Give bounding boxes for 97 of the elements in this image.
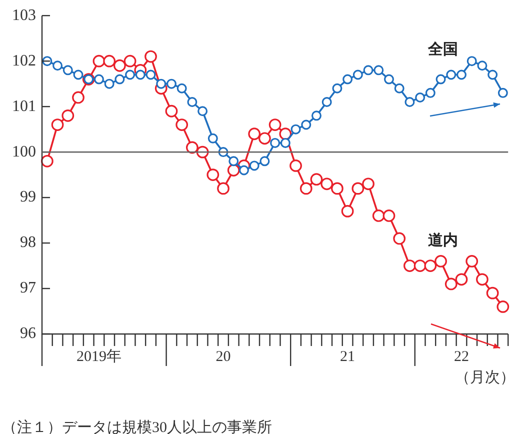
point	[486, 286, 499, 300]
point	[146, 70, 156, 80]
point	[176, 118, 188, 131]
point	[176, 83, 187, 94]
point	[124, 54, 136, 68]
point	[290, 124, 301, 134]
y-tick-label: 97	[20, 280, 36, 297]
point	[455, 273, 468, 286]
point	[113, 59, 126, 72]
point	[166, 78, 176, 89]
series-label: 全国	[426, 40, 458, 58]
point	[414, 260, 426, 272]
point	[92, 54, 106, 68]
point	[322, 97, 332, 108]
y-tick-label: 99	[20, 188, 36, 206]
point	[434, 255, 447, 268]
x-tick-label: 22	[454, 348, 469, 365]
point	[228, 156, 239, 166]
point	[144, 50, 157, 63]
point	[125, 70, 136, 80]
point	[165, 104, 178, 118]
point	[488, 70, 498, 80]
point	[404, 97, 415, 108]
point	[415, 92, 426, 102]
point	[363, 65, 374, 76]
point	[217, 182, 230, 195]
point	[249, 160, 260, 171]
point	[311, 110, 322, 121]
series-label: 道内	[428, 230, 458, 249]
point	[320, 178, 334, 190]
point	[62, 109, 74, 122]
point	[301, 120, 312, 130]
point	[352, 182, 364, 195]
y-tick-label: 101	[12, 98, 36, 115]
point	[331, 182, 344, 195]
point	[40, 154, 54, 168]
point	[498, 88, 508, 98]
x-axis-title: （月次）	[455, 370, 515, 386]
x-tick-label: 2019年	[76, 348, 122, 365]
point	[466, 56, 477, 66]
point	[496, 300, 510, 313]
point	[268, 118, 282, 131]
point	[72, 91, 84, 104]
point	[436, 74, 446, 84]
point	[62, 65, 73, 76]
point	[466, 255, 478, 268]
point	[444, 278, 458, 290]
point	[476, 273, 488, 286]
point	[394, 83, 404, 94]
point	[393, 232, 406, 245]
point	[227, 164, 240, 176]
point	[342, 74, 353, 84]
point	[208, 133, 218, 144]
point	[374, 65, 384, 76]
point	[352, 70, 363, 80]
point	[42, 56, 52, 66]
point	[258, 132, 271, 145]
point	[384, 74, 394, 84]
point	[456, 70, 466, 80]
point	[187, 97, 198, 108]
x-tick-label: 21	[340, 348, 356, 365]
y-tick-label: 96	[20, 325, 36, 342]
point	[270, 138, 280, 148]
point	[300, 182, 312, 195]
point	[372, 210, 385, 222]
point	[135, 70, 146, 80]
point	[382, 210, 396, 222]
y-tick-label: 102	[12, 52, 36, 70]
y-tick-label: 103	[12, 6, 36, 24]
point	[114, 74, 125, 84]
point	[103, 54, 116, 68]
point	[332, 83, 342, 94]
point	[206, 168, 220, 181]
point	[310, 173, 323, 186]
point	[341, 204, 354, 218]
point	[156, 78, 166, 89]
point	[238, 165, 249, 176]
point	[186, 141, 198, 154]
point	[73, 70, 84, 80]
point	[290, 160, 302, 172]
y-tick-label: 100	[12, 143, 36, 160]
point	[280, 138, 290, 148]
point	[260, 156, 270, 166]
point	[477, 60, 488, 71]
point	[248, 128, 261, 140]
point	[104, 78, 114, 89]
point	[424, 260, 437, 272]
point	[404, 260, 416, 272]
point	[52, 60, 63, 71]
point	[51, 118, 64, 131]
y-tick-label: 98	[20, 234, 36, 252]
point	[425, 88, 436, 98]
point	[446, 70, 456, 80]
point	[362, 178, 374, 190]
x-tick-label: 20	[216, 348, 231, 365]
point	[198, 106, 208, 116]
point	[94, 74, 104, 84]
